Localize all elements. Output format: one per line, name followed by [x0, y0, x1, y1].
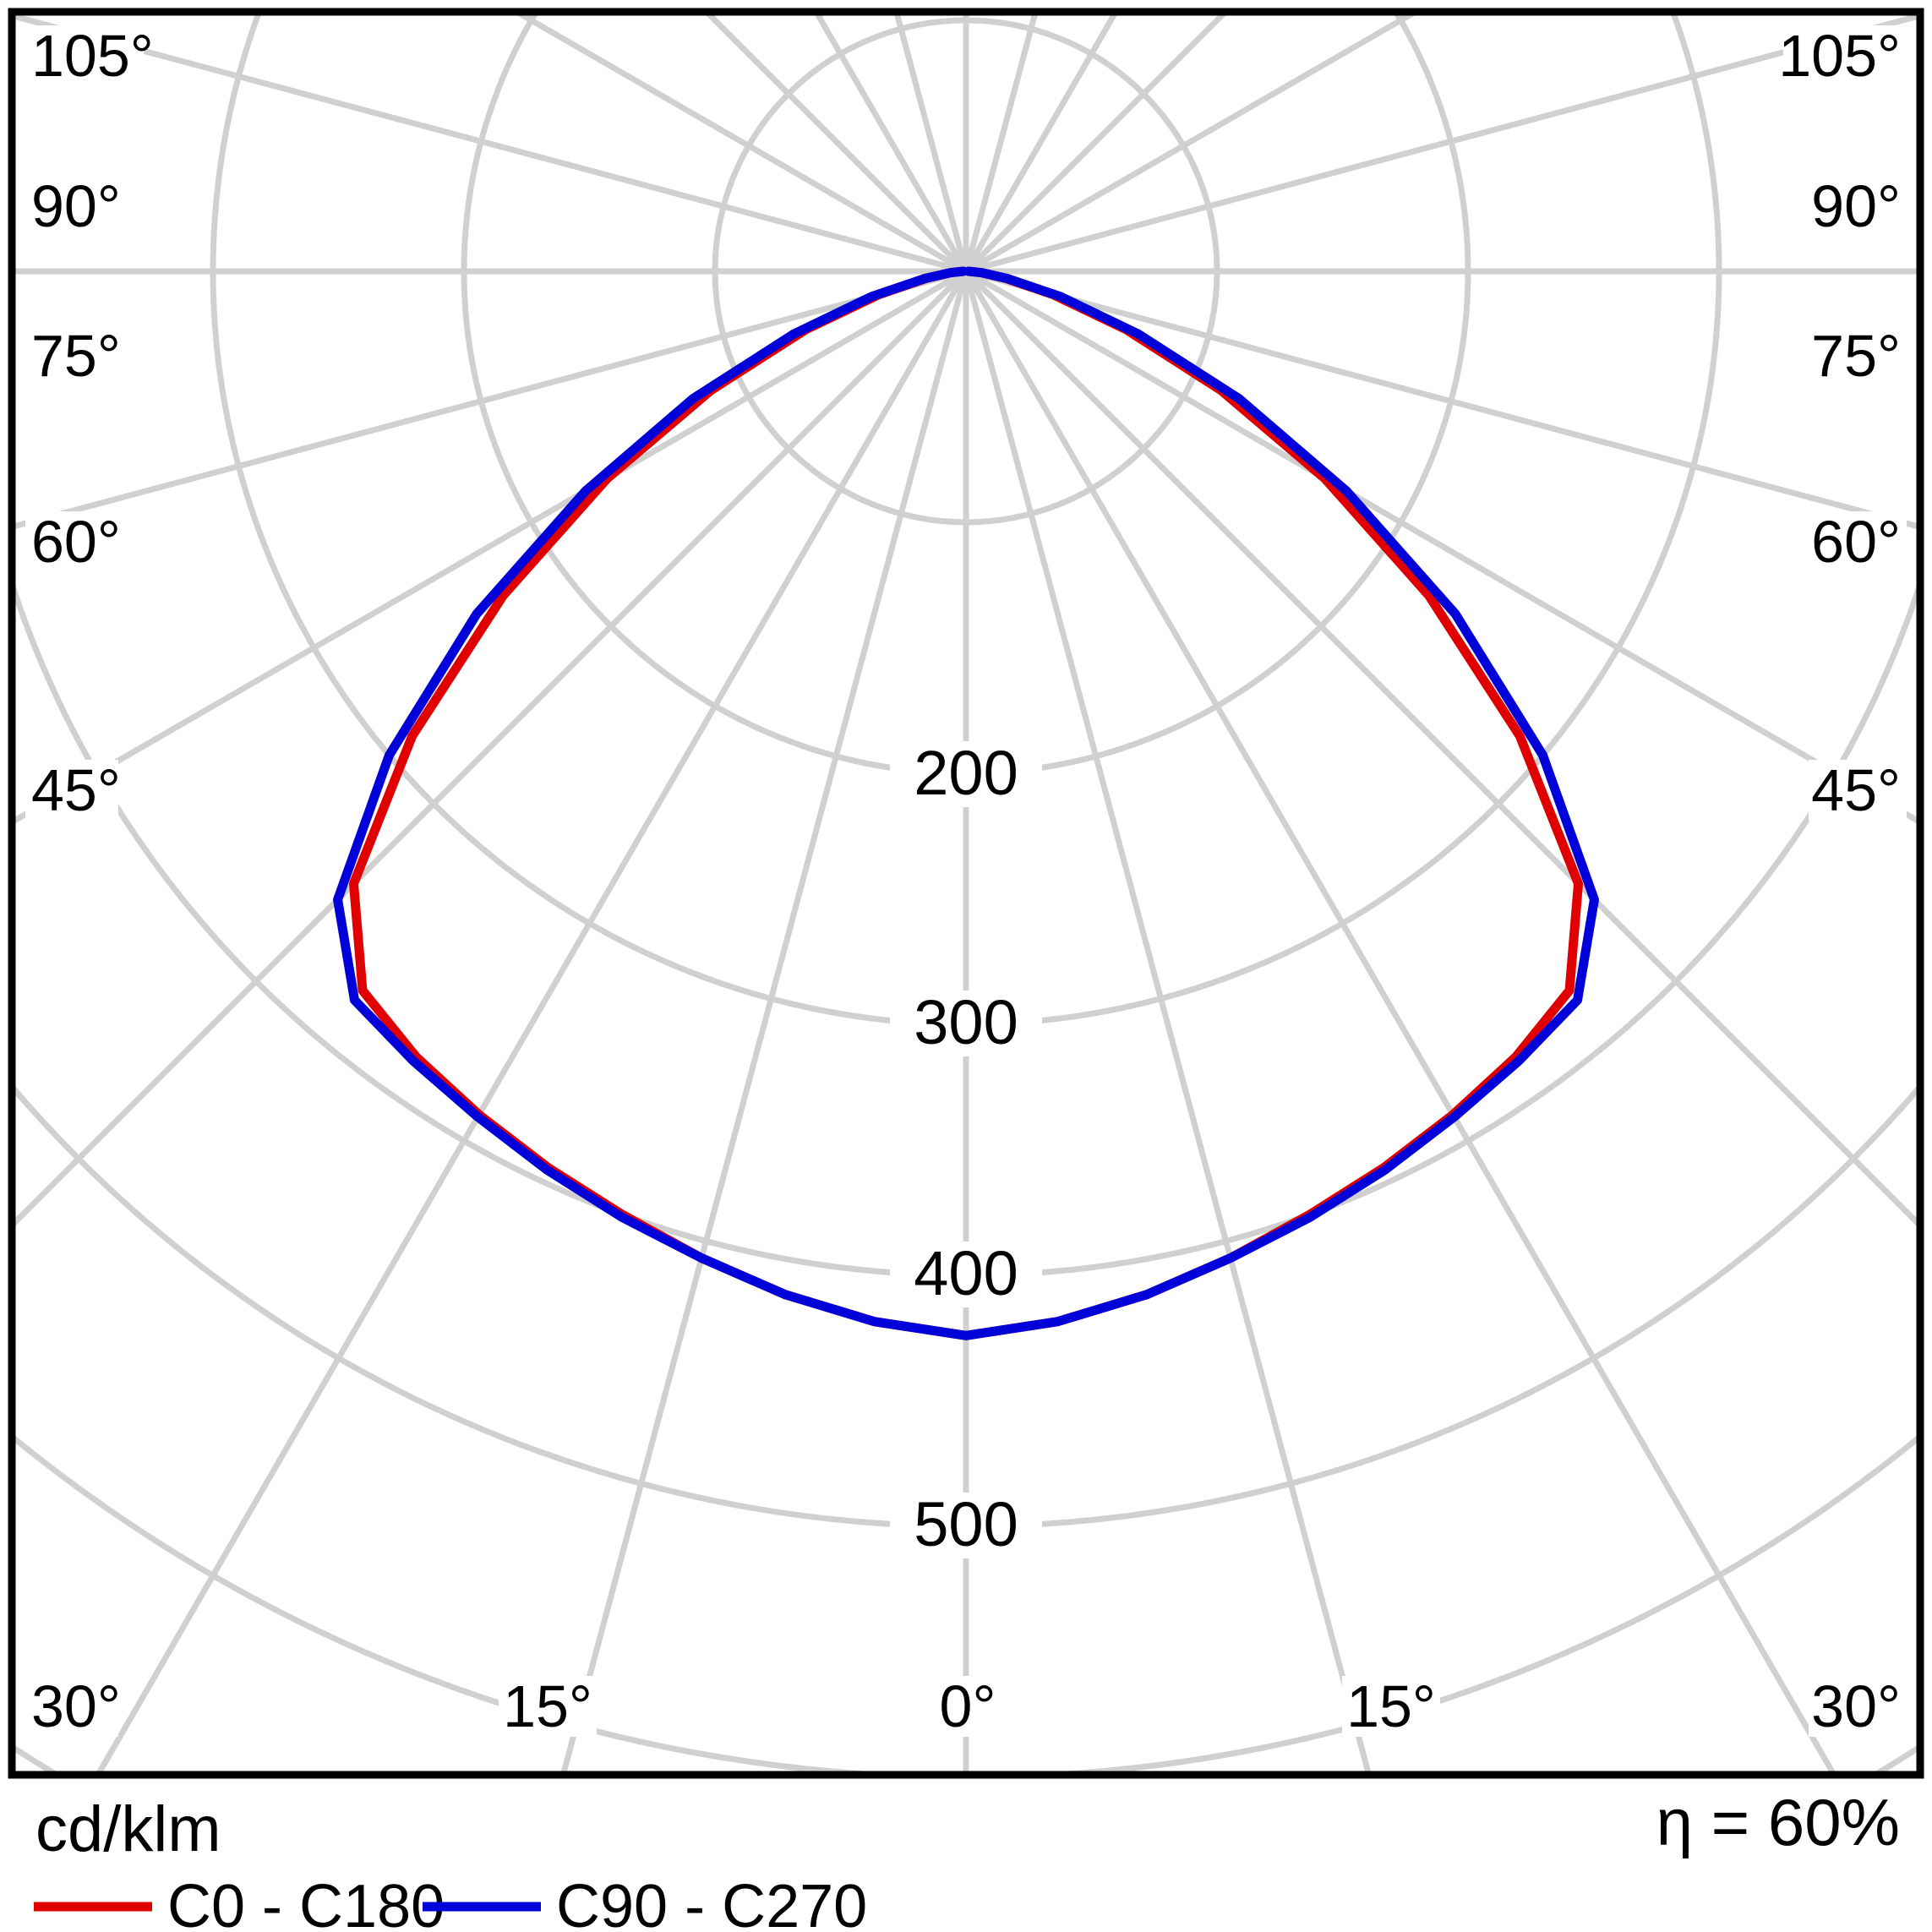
grid-spoke-105 — [965, 12, 1920, 275]
radial-tick-400: 400 — [914, 1238, 1018, 1308]
angle-label-left-105: 105° — [31, 23, 154, 89]
angle-label-right-30: 30° — [1811, 1673, 1901, 1739]
angle-label-left-75: 75° — [31, 323, 121, 389]
grid-spoke-120 — [964, 12, 1422, 275]
radial-tick-200: 200 — [914, 738, 1018, 808]
efficiency-label: η = 60% — [1656, 1785, 1900, 1859]
left-angle-axis-labels: 105° 90° 75° 60° 45° 30° — [25, 23, 154, 1739]
grid-spoke--105 — [12, 12, 967, 275]
radial-tick-500: 500 — [914, 1489, 1018, 1559]
legend-label-c90-c270: C90 - C270 — [556, 1873, 867, 1932]
angle-label-bottom-15-left: 15° — [503, 1673, 592, 1739]
grid-spoke-60 — [964, 268, 1920, 826]
legend-label-c0-c180: C0 - C180 — [167, 1873, 445, 1932]
angle-label-left-30: 30° — [31, 1673, 121, 1739]
grid-spoke--75 — [12, 268, 967, 531]
right-angle-axis-labels: 105° 90° 75° 60° 45° 30° — [1778, 23, 1907, 1739]
angle-label-left-90: 90° — [31, 173, 121, 239]
grid-spoke-30 — [963, 270, 1838, 1775]
chart-footer: cd/klm η = 60% C0 - C180 C90 - C270 — [34, 1785, 1900, 1932]
grid-spoke--30 — [94, 270, 969, 1775]
grid-spoke--45 — [12, 269, 969, 1230]
angle-label-left-45: 45° — [31, 757, 121, 823]
grid-spoke--120 — [510, 12, 968, 275]
angle-label-right-60: 60° — [1811, 509, 1901, 575]
angle-label-right-105: 105° — [1778, 23, 1901, 89]
radial-tick-300: 300 — [914, 987, 1018, 1057]
grid-spoke-15 — [963, 270, 1373, 1775]
angle-label-bottom-0: 0° — [940, 1673, 996, 1739]
angle-label-right-90: 90° — [1811, 173, 1901, 239]
grid-spoke-45 — [963, 269, 1920, 1230]
grid-spoke--15 — [559, 270, 969, 1775]
unit-label: cd/klm — [35, 1793, 221, 1865]
angle-label-right-75: 75° — [1811, 323, 1901, 389]
bottom-angle-axis-labels: 15° 0° 15° — [499, 1673, 1440, 1739]
radial-tick-labels: 200 300 400 500 — [890, 738, 1042, 1559]
grid-spoke-75 — [965, 268, 1920, 531]
curve-c90-c270 — [333, 266, 1599, 1340]
angle-label-left-60: 60° — [31, 509, 121, 575]
plot-border — [8, 8, 1924, 1779]
grid-spoke--60 — [12, 268, 968, 826]
distribution-curves — [333, 266, 1599, 1340]
angle-label-bottom-15-right: 15° — [1346, 1673, 1436, 1739]
angle-label-right-45: 45° — [1811, 757, 1901, 823]
